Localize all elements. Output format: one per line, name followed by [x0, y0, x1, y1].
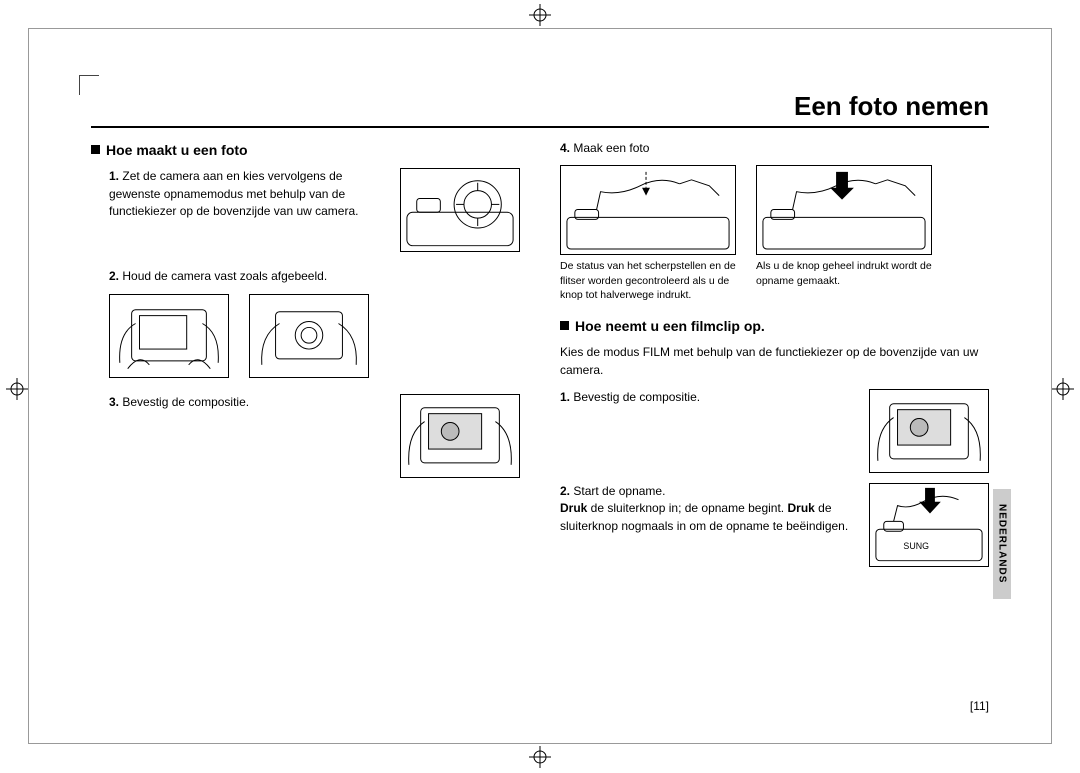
- illustration-half-press: [560, 165, 736, 255]
- section-intro: Kies de modus FILM met behulp van de fun…: [560, 344, 989, 379]
- step-text: 1. Zet de camera aan en kies vervolgens …: [109, 168, 388, 220]
- step-mid: de sluiterknop in; de opname begint.: [587, 501, 787, 515]
- page-content: Een foto nemen Hoe maakt u een foto 1. Z…: [91, 91, 989, 691]
- language-tab-label: NEDERLANDS: [997, 504, 1008, 583]
- illustration-mode-dial: [400, 168, 520, 252]
- page-title: Een foto nemen: [91, 91, 989, 128]
- step-body: Houd de camera vast zoals afgebeeld.: [122, 269, 327, 283]
- step-text: 4. Maak een foto: [560, 140, 989, 157]
- step-number: 4.: [560, 141, 570, 155]
- step-text: 2. Houd de camera vast zoals afgebeeld.: [109, 268, 520, 285]
- svg-text:SUNG: SUNG: [903, 541, 929, 551]
- registration-mark-top: [529, 4, 551, 26]
- caption-full: Als u de knop geheel indrukt wordt de op…: [756, 259, 936, 287]
- step-bold: Druk: [560, 501, 587, 515]
- left-column: Hoe maakt u een foto 1. Zet de camera aa…: [91, 140, 520, 575]
- illustration-hold-back: [109, 294, 229, 378]
- pair-full-press: Als u de knop geheel indrukt wordt de op…: [756, 165, 936, 302]
- step-body: Bevestig de compositie.: [573, 390, 700, 404]
- registration-mark-bottom: [529, 746, 551, 768]
- step-number: 1.: [560, 390, 570, 404]
- illustration-film-record: SUNG: [869, 483, 989, 567]
- page-number: [11]: [970, 699, 989, 713]
- language-tab: NEDERLANDS: [993, 489, 1011, 599]
- film-step-2: 2. Start de opname. Druk de sluiterknop …: [560, 483, 989, 567]
- step-3: 3. Bevestig de compositie.: [109, 394, 520, 478]
- section-heading: Hoe maakt u een foto: [91, 140, 520, 160]
- illustration-hold-front: [249, 294, 369, 378]
- step-2: 2. Houd de camera vast zoals afgebeeld.: [109, 268, 520, 285]
- step-body: Zet de camera aan en kies vervolgens de …: [109, 169, 358, 218]
- illustration-film-compose: [869, 389, 989, 473]
- illustration-row: [109, 294, 520, 378]
- step-4: 4. Maak een foto: [560, 140, 989, 157]
- illustration-compose: [400, 394, 520, 478]
- right-column: 4. Maak een foto: [560, 140, 989, 575]
- shutter-pair: De status van het scherpstellen en de fl…: [560, 165, 989, 302]
- step-body: Maak een foto: [573, 141, 649, 155]
- step-body: Bevestig de compositie.: [122, 395, 249, 409]
- step-number: 2.: [109, 269, 119, 283]
- section-heading-2: Hoe neemt u een filmclip op.: [560, 316, 989, 336]
- step-number: 1.: [109, 169, 119, 183]
- step-text: 2. Start de opname. Druk de sluiterknop …: [560, 483, 857, 535]
- step-pre: Start de opname.: [573, 484, 665, 498]
- step-number: 3.: [109, 395, 119, 409]
- pair-half-press: De status van het scherpstellen en de fl…: [560, 165, 740, 302]
- step-text: 3. Bevestig de compositie.: [109, 394, 388, 411]
- caption-half: De status van het scherpstellen en de fl…: [560, 259, 740, 302]
- step-bold: Druk: [787, 501, 814, 515]
- columns: Hoe maakt u een foto 1. Zet de camera aa…: [91, 140, 989, 575]
- illustration-full-press: [756, 165, 932, 255]
- step-text: 1. Bevestig de compositie.: [560, 389, 857, 406]
- registration-mark-left: [6, 378, 28, 400]
- step-1: 1. Zet de camera aan en kies vervolgens …: [109, 168, 520, 252]
- film-step-1: 1. Bevestig de compositie.: [560, 389, 989, 473]
- step-number: 2.: [560, 484, 570, 498]
- page-frame: Een foto nemen Hoe maakt u een foto 1. Z…: [28, 28, 1052, 744]
- registration-mark-right: [1052, 378, 1074, 400]
